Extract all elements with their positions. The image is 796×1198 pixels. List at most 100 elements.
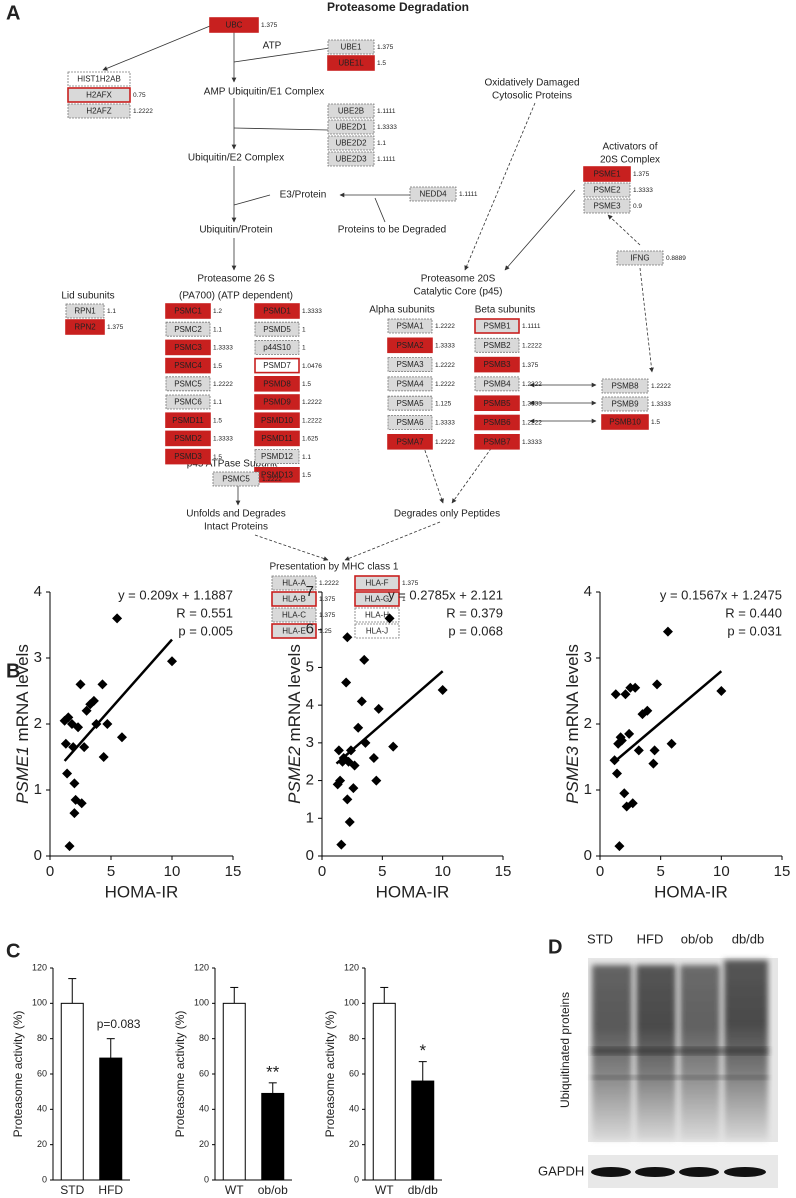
gene-box [254, 394, 300, 410]
fold-change: 1.2222 [302, 417, 322, 424]
point [81, 705, 92, 716]
gene-box [165, 448, 211, 465]
gene-box [67, 87, 131, 103]
gene-box [254, 449, 300, 465]
gene-name: PSMB4 [483, 380, 511, 389]
point [349, 760, 360, 771]
gene-box [254, 303, 300, 319]
gene-name: PSMD1 [263, 307, 291, 316]
y-tick-label: 100 [32, 998, 47, 1008]
gene-name: PSME3 [593, 202, 621, 211]
gene-box [327, 151, 375, 167]
lane-label: STD [587, 931, 613, 946]
fold-change: 1.2222 [435, 362, 455, 369]
y-tick-label: 0 [34, 847, 42, 864]
fold-change: 1.2222 [435, 439, 455, 446]
fold-change: 0.75 [133, 92, 146, 99]
y-tick-label: 1 [306, 809, 314, 826]
annotation: R = 0.379 [446, 605, 503, 620]
gene-name: RPN1 [74, 307, 96, 316]
gene-box [254, 357, 300, 374]
point [102, 719, 113, 729]
gene-name: UBE2D1 [335, 123, 367, 132]
y-tick-label: 6 [306, 621, 314, 638]
gene-box [387, 337, 433, 354]
diagram-label: Degrades only Peptides [394, 509, 500, 520]
point [437, 685, 448, 696]
x-axis-label: HOMA-IR [654, 882, 728, 901]
diagram-label: Catalytic Core (p45) [414, 287, 503, 298]
gene-name: PSMA5 [396, 399, 424, 408]
fold-change: 1.2222 [522, 343, 542, 350]
fold-change: 1.1 [377, 140, 386, 147]
y-tick-label: 2 [306, 772, 314, 789]
y-tick-label: 2 [34, 715, 42, 732]
x-tick-label: WT [375, 1183, 394, 1197]
diagram-label: Oxidatively Damaged [484, 78, 579, 89]
fold-change: 1.125 [435, 400, 452, 407]
point [62, 768, 73, 779]
gene-name: PSMC5 [222, 475, 250, 484]
gene-box [271, 623, 317, 639]
point [112, 613, 123, 624]
gene-name: HLA-B [282, 595, 306, 604]
diagram-title: Proteasome Degradation [327, 0, 469, 14]
x-tick-label: 0 [46, 863, 54, 880]
point [611, 768, 622, 779]
y-tick-label: 40 [349, 1104, 359, 1114]
point [335, 775, 346, 786]
gene-box [254, 321, 300, 337]
gene-box [165, 430, 211, 447]
gene-name: PSME2 [285, 746, 304, 804]
point [633, 745, 644, 756]
fold-change: 0.8889 [666, 255, 686, 262]
gene-box [616, 250, 664, 266]
x-tick-label: 15 [495, 863, 512, 880]
y-tick-label: 4 [306, 696, 314, 713]
y-tick-label: 1 [34, 781, 42, 798]
connector [344, 521, 441, 561]
gene-name: PSMD9 [263, 398, 291, 407]
gene-name: p44S10 [263, 343, 291, 352]
gene-name: IFNG [630, 254, 649, 263]
gene-box [327, 55, 375, 71]
point [348, 783, 359, 794]
fold-change: 1.2222 [133, 108, 153, 115]
gene-name: UBE2D3 [335, 155, 367, 164]
connector [254, 534, 329, 561]
point [79, 742, 90, 753]
annotation: ** [266, 1062, 280, 1081]
point [648, 758, 659, 769]
gene-name: PSMC4 [174, 361, 202, 370]
y-tick-label: 80 [199, 1033, 209, 1043]
gene-box [67, 71, 131, 87]
trendline [63, 638, 173, 762]
gene-name: PSMB5 [483, 399, 511, 408]
annotation: R = 0.440 [725, 605, 782, 620]
blot-image [588, 958, 778, 1188]
gene-name: PSMC3 [174, 343, 202, 352]
gene-box [212, 471, 260, 487]
fold-change: 1 [302, 345, 306, 352]
gene-box [474, 318, 520, 334]
gene-name: PSMB6 [483, 418, 511, 427]
point [341, 677, 352, 688]
annotation: p = 0.031 [727, 623, 782, 638]
fold-change: 1.5 [213, 454, 222, 461]
point [63, 712, 74, 723]
gene-box [409, 186, 457, 202]
gene-box [165, 394, 211, 410]
y-tick-label: 60 [349, 1068, 359, 1078]
fold-change: 1.1111 [522, 323, 541, 330]
gene-name: PSMD13 [261, 470, 294, 479]
gene-name: PSMB9 [611, 400, 639, 409]
point [98, 752, 109, 762]
fold-change: 1.1 [213, 326, 222, 333]
gene-name: UBC [226, 21, 243, 30]
fold-change: 1.5 [302, 472, 311, 479]
trendline [613, 670, 723, 763]
gene-name: HLA-C [282, 611, 306, 620]
gene-name: PSMB10 [609, 418, 641, 427]
connector [639, 267, 654, 373]
y-tick-label: 4 [584, 583, 592, 600]
